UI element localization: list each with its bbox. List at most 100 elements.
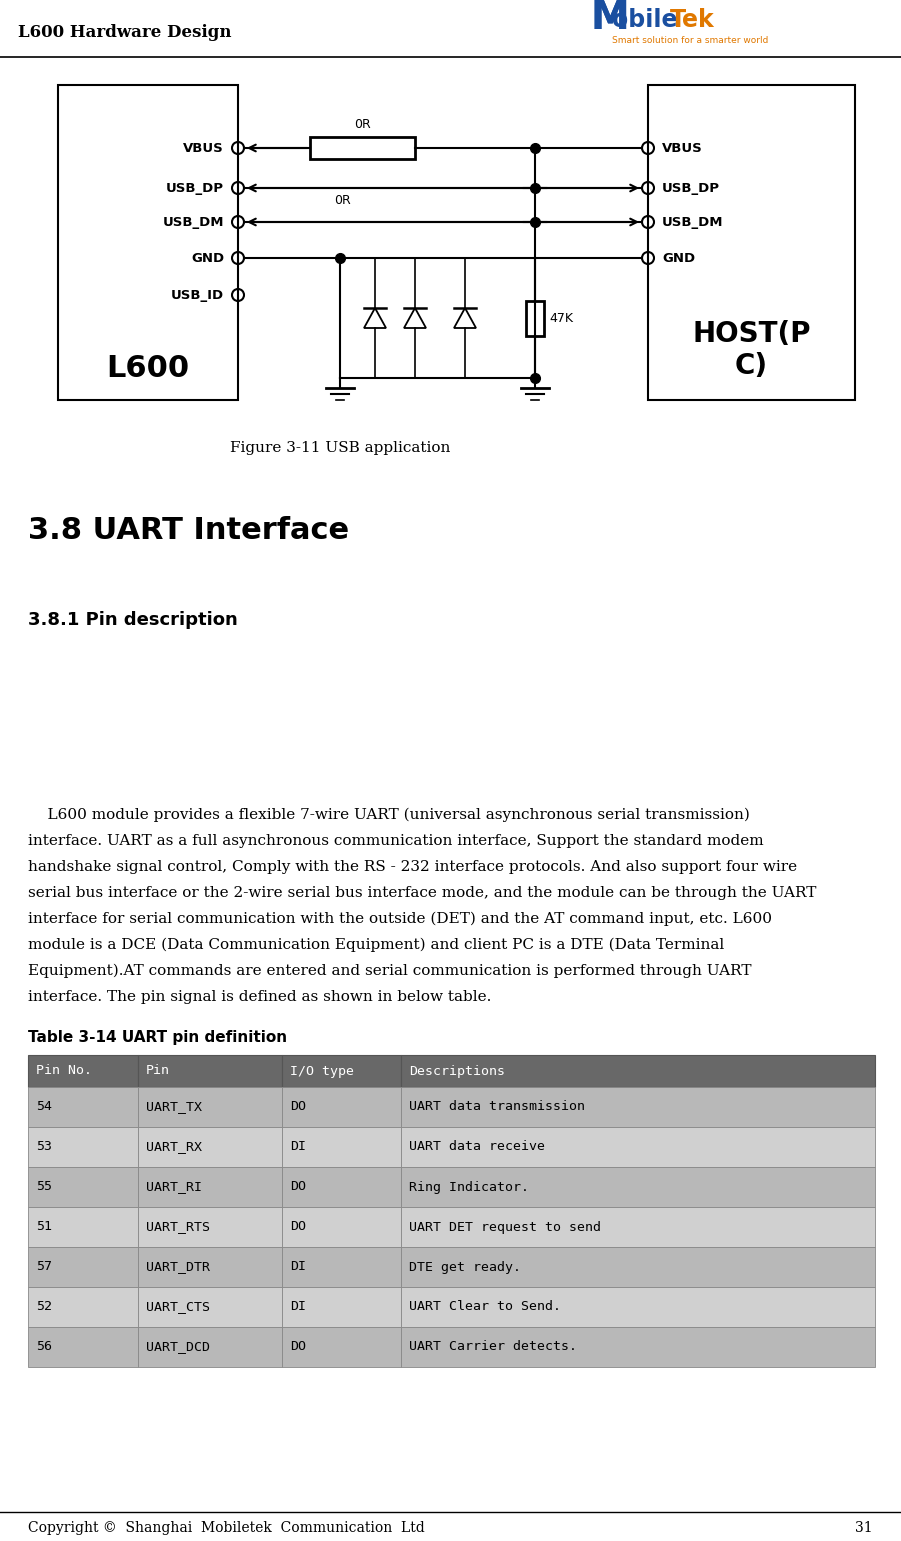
Text: 3.8 UART Interface: 3.8 UART Interface xyxy=(28,516,349,544)
Text: UART_CTS: UART_CTS xyxy=(146,1301,210,1313)
Bar xyxy=(58,85,238,401)
Text: UART_RI: UART_RI xyxy=(146,1180,202,1193)
Bar xyxy=(28,1086,138,1126)
Text: UART data receive: UART data receive xyxy=(409,1140,545,1154)
Text: Descriptions: Descriptions xyxy=(409,1065,505,1077)
Text: Tek: Tek xyxy=(670,8,714,32)
Bar xyxy=(138,1056,282,1086)
Text: 0R: 0R xyxy=(334,194,350,206)
Bar xyxy=(28,1327,138,1367)
Text: GND: GND xyxy=(191,251,224,265)
Text: interface. UART as a full asynchronous communication interface, Support the stan: interface. UART as a full asynchronous c… xyxy=(28,834,764,848)
Text: I/O type: I/O type xyxy=(290,1065,354,1077)
Text: Smart solution for a smarter world: Smart solution for a smarter world xyxy=(612,35,769,45)
Text: 51: 51 xyxy=(36,1220,52,1233)
Bar xyxy=(28,1056,138,1086)
Bar xyxy=(138,1207,282,1247)
Text: UART Carrier detects.: UART Carrier detects. xyxy=(409,1341,577,1353)
Text: UART Clear to Send.: UART Clear to Send. xyxy=(409,1301,560,1313)
Text: Equipment).AT commands are entered and serial communication is performed through: Equipment).AT commands are entered and s… xyxy=(28,965,751,979)
Text: Pin No.: Pin No. xyxy=(36,1065,92,1077)
Bar xyxy=(138,1247,282,1287)
Bar xyxy=(138,1327,282,1367)
Bar xyxy=(401,1287,875,1327)
Text: Pin: Pin xyxy=(146,1065,170,1077)
Bar xyxy=(28,1126,138,1167)
Text: L600 module provides a flexible 7-wire UART (universal asynchronous serial trans: L600 module provides a flexible 7-wire U… xyxy=(28,807,750,823)
Bar xyxy=(401,1056,875,1086)
Text: 53: 53 xyxy=(36,1140,52,1154)
Bar xyxy=(28,1247,138,1287)
Bar xyxy=(282,1327,401,1367)
Text: DO: DO xyxy=(290,1100,306,1114)
Text: UART_RTS: UART_RTS xyxy=(146,1220,210,1233)
Text: USB_DM: USB_DM xyxy=(162,216,224,228)
Text: DO: DO xyxy=(290,1341,306,1353)
Text: 57: 57 xyxy=(36,1261,52,1273)
Text: 56: 56 xyxy=(36,1341,52,1353)
Text: UART_TX: UART_TX xyxy=(146,1100,202,1114)
Bar xyxy=(282,1086,401,1126)
Text: 54: 54 xyxy=(36,1100,52,1114)
Bar xyxy=(28,1207,138,1247)
Bar xyxy=(282,1247,401,1287)
Text: DI: DI xyxy=(290,1301,306,1313)
Text: USB_DP: USB_DP xyxy=(662,182,720,194)
Bar xyxy=(138,1086,282,1126)
Text: interface. The pin signal is defined as shown in below table.: interface. The pin signal is defined as … xyxy=(28,989,491,1005)
Text: 0R: 0R xyxy=(354,119,371,131)
Text: USB_DM: USB_DM xyxy=(662,216,724,228)
Text: DTE get ready.: DTE get ready. xyxy=(409,1261,521,1273)
Text: GND: GND xyxy=(662,251,696,265)
Text: DI: DI xyxy=(290,1261,306,1273)
Text: interface for serial communication with the outside (DET) and the AT command inp: interface for serial communication with … xyxy=(28,912,772,926)
Text: DO: DO xyxy=(290,1180,306,1193)
Text: Copyright ©  Shanghai  Mobiletek  Communication  Ltd: Copyright © Shanghai Mobiletek Communica… xyxy=(28,1521,424,1535)
Text: M: M xyxy=(590,0,629,37)
Bar xyxy=(28,1287,138,1327)
Text: USB_ID: USB_ID xyxy=(171,288,224,302)
Text: L600 Hardware Design: L600 Hardware Design xyxy=(18,23,232,40)
Text: handshake signal control, Comply with the RS - 232 interface protocols. And also: handshake signal control, Comply with th… xyxy=(28,860,797,874)
Bar xyxy=(648,85,855,401)
Text: module is a DCE (Data Communication Equipment) and client PC is a DTE (Data Term: module is a DCE (Data Communication Equi… xyxy=(28,938,724,952)
Bar xyxy=(138,1126,282,1167)
Text: Figure 3-11 USB application: Figure 3-11 USB application xyxy=(230,441,450,455)
Bar xyxy=(401,1126,875,1167)
Bar xyxy=(401,1247,875,1287)
Text: UART DET request to send: UART DET request to send xyxy=(409,1220,601,1233)
Text: serial bus interface or the 2-wire serial bus interface mode, and the module can: serial bus interface or the 2-wire seria… xyxy=(28,886,816,900)
Text: DO: DO xyxy=(290,1220,306,1233)
Bar xyxy=(310,137,415,159)
Bar xyxy=(138,1167,282,1207)
Bar xyxy=(401,1207,875,1247)
Bar xyxy=(401,1167,875,1207)
Text: 52: 52 xyxy=(36,1301,52,1313)
Bar xyxy=(282,1207,401,1247)
Text: Ring Indicator.: Ring Indicator. xyxy=(409,1180,529,1193)
Text: 31: 31 xyxy=(855,1521,873,1535)
Text: UART_RX: UART_RX xyxy=(146,1140,202,1154)
Bar xyxy=(401,1086,875,1126)
Bar xyxy=(282,1287,401,1327)
Text: obile: obile xyxy=(612,8,678,32)
Text: Μ: Μ xyxy=(590,0,629,37)
Bar xyxy=(28,1167,138,1207)
Text: UART data transmission: UART data transmission xyxy=(409,1100,585,1114)
Text: UART_DCD: UART_DCD xyxy=(146,1341,210,1353)
Bar xyxy=(401,1327,875,1367)
Text: DI: DI xyxy=(290,1140,306,1154)
Bar xyxy=(138,1287,282,1327)
Bar xyxy=(526,300,544,336)
Text: VBUS: VBUS xyxy=(183,142,224,154)
Text: L600: L600 xyxy=(106,353,189,382)
Text: USB_DP: USB_DP xyxy=(166,182,224,194)
Text: 55: 55 xyxy=(36,1180,52,1193)
Bar xyxy=(282,1126,401,1167)
Text: Table 3-14 UART pin definition: Table 3-14 UART pin definition xyxy=(28,1029,287,1045)
Bar xyxy=(282,1167,401,1207)
Text: 47K: 47K xyxy=(549,311,573,325)
Text: HOST(P
C): HOST(P C) xyxy=(692,321,811,381)
Text: VBUS: VBUS xyxy=(662,142,703,154)
Text: 3.8.1 Pin description: 3.8.1 Pin description xyxy=(28,610,238,629)
